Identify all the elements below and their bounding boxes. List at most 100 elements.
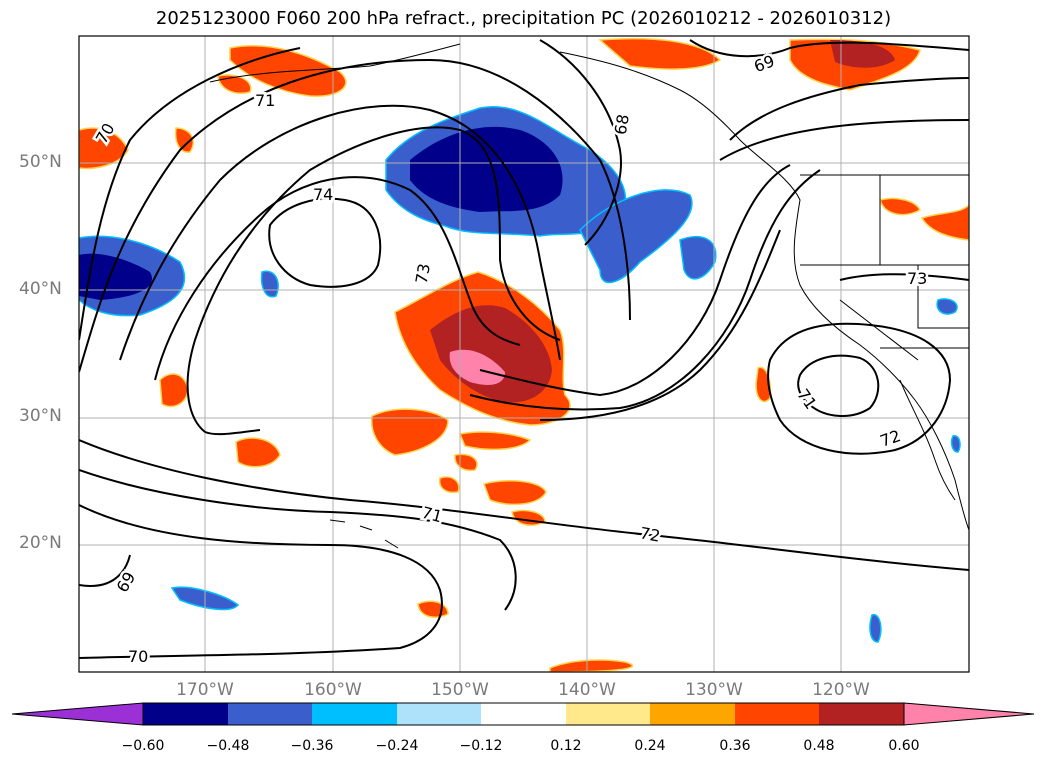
contour-trough-3: [539, 229, 781, 421]
north-america-coast: [559, 51, 969, 531]
lon-label: 170°W: [176, 680, 234, 700]
contour-label: 69: [113, 569, 140, 596]
map-frame: [78, 35, 970, 673]
pos-area-small-a: [174, 127, 194, 153]
colorbar-tick-label: −0.24: [375, 738, 419, 754]
contour-label: 73: [907, 269, 927, 288]
contour-label: 68: [611, 113, 633, 136]
pos-area-bottom: [549, 659, 634, 672]
contour-70-north: [729, 77, 969, 141]
pos-area-south-6: [438, 476, 460, 494]
neg-area-east-small: [679, 236, 717, 280]
contour-72-main: [79, 439, 969, 571]
contour-71: [79, 58, 631, 373]
contour-sw-tail: [204, 429, 261, 436]
contour-73-west: [186, 126, 561, 433]
colorbar-segment: [397, 703, 481, 725]
lat-label: 20°N: [19, 533, 62, 553]
lon-label: 160°W: [304, 680, 362, 700]
pos-area-south-3: [454, 453, 478, 472]
contour-72-inner: [119, 104, 561, 361]
pos-area-east-1: [755, 366, 772, 403]
colorbar-tick-label: −0.48: [206, 738, 250, 754]
colorbar-tick-label: −0.60: [121, 738, 165, 754]
contour-label: 71: [255, 91, 275, 110]
neg-area-small-3: [936, 298, 958, 315]
contour-trough-2: [469, 169, 821, 411]
neg-area-north-pacific-core: [410, 126, 563, 212]
colorbar-tick-label: 0.48: [803, 738, 835, 754]
colorbar-tick-label: −0.36: [290, 738, 334, 754]
pos-area-south-4: [483, 479, 547, 506]
pos-area-north-2: [598, 37, 722, 70]
colorbar-segment: [819, 703, 904, 725]
contour-68: [539, 39, 622, 246]
refractivity-contours: [79, 39, 969, 659]
contour-label: 70: [128, 647, 148, 666]
pos-area-south-7: [417, 600, 449, 618]
contour-label: 72: [638, 523, 661, 545]
colorbar-tick-label: 0.24: [634, 738, 666, 754]
contour-70-south: [79, 504, 443, 659]
lon-label: 140°W: [558, 680, 616, 700]
pos-area-central-core: [449, 349, 505, 385]
colorbar-tick-label: −0.12: [459, 738, 503, 754]
colorbar-extend-low: [11, 702, 144, 726]
neg-area-west-core: [79, 253, 152, 300]
state-lines: [800, 175, 969, 361]
contour-73-closed: [154, 176, 521, 381]
colorbar-segment: [735, 703, 819, 725]
pos-area-south-2: [458, 431, 532, 451]
colorbar-outline: [142, 702, 905, 726]
pos-area-nw-small: [217, 74, 252, 94]
colorbar-extend-high: [903, 702, 1035, 726]
baja-peninsula: [899, 379, 956, 501]
contour-74: [268, 197, 382, 288]
pos-area-south-5: [511, 509, 546, 526]
contour-69-north: [689, 39, 969, 58]
lat-label: 40°N: [19, 279, 62, 299]
contour-69-south: [79, 554, 131, 587]
pos-area-west-2: [235, 437, 281, 468]
lon-label: 120°W: [812, 680, 870, 700]
colorbar-segment: [650, 703, 735, 725]
contour-72-low: [767, 322, 952, 455]
precip-shading: [79, 37, 969, 672]
contour-73-east: [839, 273, 969, 281]
contour-ne-1: [719, 119, 969, 161]
colorbar-segment: [481, 703, 566, 725]
pos-area-east-3: [920, 203, 969, 241]
colorbar-segment: [228, 703, 312, 725]
lon-label: 130°W: [685, 680, 743, 700]
contour-label: 74: [313, 185, 333, 204]
graticule: [79, 36, 969, 672]
map-title: 2025123000 F060 200 hPa refract., precip…: [155, 8, 892, 29]
neg-area-small-1: [260, 270, 279, 298]
contour-label: 73: [412, 262, 434, 285]
colorbar-segment: [566, 703, 650, 725]
pos-area-north-3-core: [830, 40, 895, 68]
hawaii-islands: [329, 519, 399, 549]
colorbar-segment: [143, 703, 228, 725]
pos-area-northwest: [79, 127, 129, 170]
contour-label: 72: [878, 426, 904, 451]
lon-label: 150°W: [431, 680, 489, 700]
coastlines: [209, 43, 969, 549]
neg-area-small-4: [950, 435, 961, 453]
neg-area-small-2: [869, 614, 882, 643]
lat-label: 50°N: [19, 152, 62, 172]
colorbar-segment: [312, 703, 397, 725]
alaska-coast: [209, 43, 461, 83]
colorbar-tick-label: 0.36: [719, 738, 751, 754]
contour-70: [79, 47, 301, 341]
colorbar-tick-label: 0.60: [888, 738, 920, 754]
pos-area-east-2: [879, 197, 921, 216]
contour-71-low: [797, 354, 880, 417]
pos-area-south-1: [370, 408, 449, 456]
colorbar: [11, 702, 1035, 726]
contour-71-south: [79, 469, 517, 611]
contour-trough-1: [479, 164, 791, 397]
pos-area-west-1: [159, 373, 189, 408]
colorbar-tick-label: 0.12: [550, 738, 582, 754]
